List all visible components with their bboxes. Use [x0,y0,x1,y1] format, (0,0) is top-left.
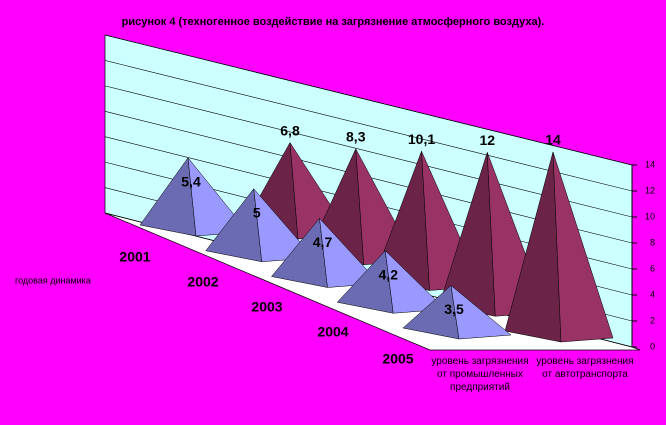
data-label: 4,2 [379,266,399,282]
data-label: 14 [545,132,561,148]
data-label: 12 [479,132,495,148]
data-label: 5,4 [181,174,201,190]
pyramid [402,284,512,340]
data-label: 5 [253,204,261,220]
pyramid [504,151,614,343]
y-tick-label: 6 [650,263,655,273]
y-tick-label: 12 [645,185,655,195]
x-axis-label: годовая динамика [15,275,91,285]
series-label: уровень загрязнения от промышленных пред… [431,356,529,393]
x-tick-label: 2003 [251,299,282,315]
pyramid [336,249,446,314]
x-tick-label: 2005 [382,351,413,367]
y-tick-label: 4 [650,289,655,299]
series-label: уровень загрязнения от автотранспорта [536,356,634,380]
pyramid-face [384,249,446,314]
data-label: 6,8 [280,122,300,138]
y-tick-label: 10 [645,211,655,221]
x-tick-label: 2002 [187,274,218,290]
data-label: 4,7 [313,234,333,250]
y-tick-label: 8 [650,237,655,247]
data-label: 10,1 [408,131,435,147]
pyramid-face [450,284,512,340]
grid-line [104,34,633,166]
y-tick-label: 0 [650,341,655,351]
x-tick-label: 2001 [119,249,150,265]
chart-title: рисунок 4 (техногенное воздействие на за… [122,16,545,28]
data-label: 3,5 [444,301,464,317]
y-tick-label: 2 [650,315,655,325]
pyramid-face [552,151,614,343]
y-tick-label: 14 [645,159,655,169]
grid-line [104,60,633,192]
pyramid [271,217,381,288]
x-tick-label: 2004 [317,324,348,340]
data-label: 8,3 [346,129,366,145]
